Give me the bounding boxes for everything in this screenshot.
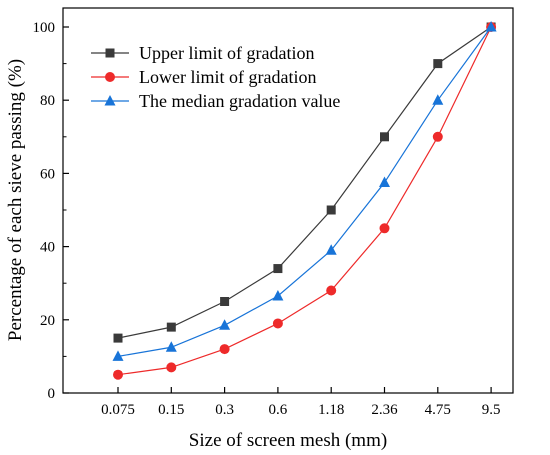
data-point-triangle: [165, 341, 177, 352]
x-tick-label: 2.36: [371, 402, 398, 418]
data-point-square: [220, 297, 230, 306]
data-point-circle: [432, 131, 443, 142]
y-tick-label: 40: [40, 240, 55, 256]
data-point-square: [113, 333, 123, 343]
y-tick-label: 80: [40, 93, 55, 109]
data-point-triangle: [272, 290, 284, 301]
series-line: [117, 26, 492, 376]
series-line: [117, 26, 492, 339]
data-point-square: [326, 205, 336, 215]
data-point-triangle: [219, 319, 231, 330]
data-point-circle: [113, 369, 123, 380]
x-tick-label: 0.15: [158, 402, 184, 418]
legend: Upper limit of gradation Lower limit of g…: [91, 43, 340, 111]
data-point-triangle: [432, 94, 444, 105]
legend-item: The median gradation value: [91, 91, 340, 111]
x-tick-label: 0.6: [269, 402, 288, 418]
x-tick-label: 0.075: [101, 402, 135, 418]
y-tick-label: 100: [33, 20, 56, 36]
data-point-circle: [272, 318, 283, 329]
legend-item: Lower limit of gradation: [91, 67, 316, 87]
data-point-circle: [379, 223, 390, 234]
plot-frame: [62, 7, 514, 394]
x-tick-label: 0.3: [215, 402, 234, 418]
data-point-square: [433, 59, 443, 69]
y-axis-ticks: 0 20 40 60 80 100: [33, 20, 69, 402]
y-tick-label: 0: [48, 386, 56, 402]
legend-label: The median gradation value: [139, 91, 340, 111]
x-tick-label: 4.75: [425, 402, 451, 418]
y-tick-label: 20: [40, 313, 55, 329]
data-point-square: [380, 132, 389, 142]
y-axis-title: Percentage of each sieve passing (%): [5, 59, 26, 341]
data-point-square: [273, 264, 283, 274]
x-tick-label: 1.18: [318, 402, 344, 418]
data-point-triangle: [112, 350, 124, 361]
x-tick-label: 9.5: [482, 402, 501, 418]
data-point-circle: [166, 362, 177, 373]
legend-label: Upper limit of gradation: [139, 43, 314, 63]
data-point-circle: [219, 344, 230, 355]
x-axis-ticks: 0.075 0.15 0.3 0.6 1.18 2.36 4.75 9.5: [101, 387, 500, 418]
series-layer: [112, 21, 497, 380]
data-point-square: [166, 322, 176, 332]
data-point-triangle: [379, 176, 390, 188]
legend-item: Upper limit of gradation: [91, 43, 314, 63]
y-tick-label: 60: [40, 166, 55, 182]
x-axis-title: Size of screen mesh (mm): [189, 430, 387, 451]
data-point-square: [105, 48, 115, 58]
data-point-circle: [326, 285, 337, 296]
series-3: [112, 21, 497, 361]
data-point-triangle: [485, 21, 497, 32]
data-point-triangle: [325, 244, 337, 255]
legend-label: Lower limit of gradation: [139, 67, 316, 87]
data-point-triangle: [104, 95, 116, 106]
data-point-circle: [105, 72, 115, 82]
series-line: [117, 26, 492, 357]
